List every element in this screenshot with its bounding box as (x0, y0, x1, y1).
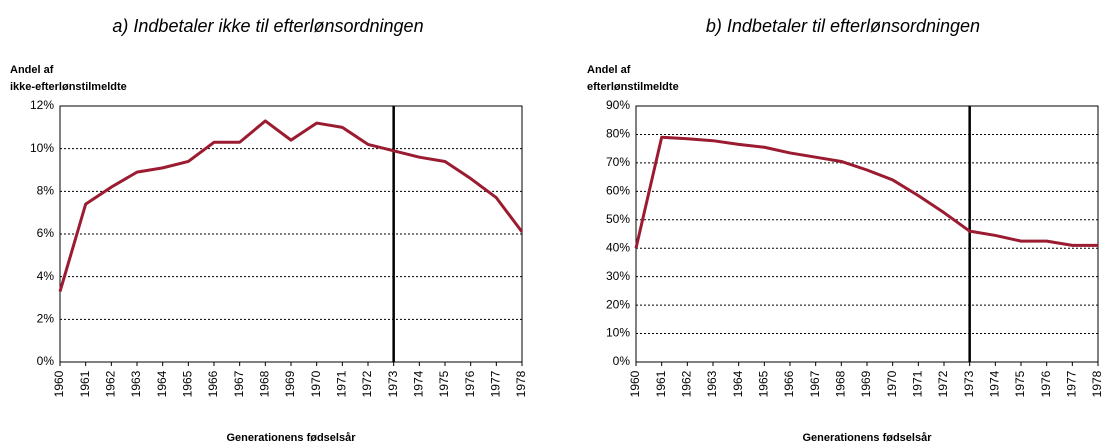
x-tick-label: 1968 (258, 370, 272, 397)
x-tick-label: 1978 (1090, 370, 1104, 397)
x-tick-label: 1977 (1065, 370, 1079, 397)
x-tick-label: 1965 (181, 370, 195, 397)
y-axis-label: ikke-efterlønstilmeldte (10, 81, 127, 93)
y-tick-label: 40% (606, 240, 630, 254)
x-tick-label: 1962 (104, 370, 118, 397)
y-tick-label: 60% (606, 184, 630, 198)
y-tick-label: 70% (606, 155, 630, 169)
chart-title: b) Indbetaler til efterlønsordningen (706, 16, 980, 36)
x-tick-label: 1970 (885, 370, 899, 397)
x-tick-label: 1960 (628, 370, 642, 397)
y-tick-label: 8% (37, 184, 55, 198)
y-tick-label: 90% (606, 98, 630, 112)
y-tick-label: 30% (606, 269, 630, 283)
y-tick-label: 6% (37, 226, 55, 240)
x-tick-label: 1973 (386, 370, 400, 397)
y-tick-label: 0% (613, 354, 631, 368)
x-tick-label: 1960 (52, 370, 66, 397)
x-tick-label: 1972 (360, 370, 374, 397)
y-tick-label: 20% (606, 297, 630, 311)
x-tick-label: 1963 (705, 370, 719, 397)
x-tick-label: 1972 (936, 370, 950, 397)
x-tick-label: 1968 (834, 370, 848, 397)
x-tick-label: 1964 (155, 370, 169, 397)
plot-frame (635, 105, 1099, 363)
y-tick-label: 4% (37, 269, 55, 283)
plot-frame (59, 105, 523, 363)
y-tick-label: 12% (30, 98, 54, 112)
data-line (58, 119, 524, 293)
y-tick-label: 80% (606, 127, 630, 141)
x-tick-label: 1961 (654, 370, 668, 397)
x-tick-label: 1978 (514, 370, 528, 397)
x-tick-label: 1971 (335, 370, 349, 397)
x-tick-label: 1965 (757, 370, 771, 397)
x-tick-label: 1975 (437, 370, 451, 397)
x-tick-label: 1977 (489, 370, 503, 397)
x-tick-label: 1974 (412, 370, 426, 397)
x-tick-label: 1966 (206, 370, 220, 397)
x-axis-label: Generationens fødselsår (227, 432, 357, 444)
x-tick-label: 1970 (309, 370, 323, 397)
y-axis-label: efterlønstilmeldte (587, 81, 679, 93)
y-tick-label: 2% (37, 312, 55, 326)
x-tick-label: 1969 (859, 370, 873, 397)
x-tick-label: 1976 (1039, 370, 1053, 397)
x-tick-label: 1963 (129, 370, 143, 397)
x-tick-label: 1966 (782, 370, 796, 397)
x-tick-label: 1971 (911, 370, 925, 397)
chart-title: a) Indbetaler ikke til efterlønsordninge… (112, 16, 423, 36)
y-tick-label: 10% (606, 326, 630, 340)
x-axis-label: Generationens fødselsår (803, 432, 933, 444)
data-line (634, 135, 1098, 249)
x-tick-label: 1973 (962, 370, 976, 397)
x-tick-label: 1974 (988, 370, 1002, 397)
x-tick-label: 1967 (808, 370, 822, 397)
y-axis-label: Andel af (587, 64, 631, 76)
y-tick-label: 0% (37, 354, 55, 368)
y-tick-label: 10% (30, 141, 54, 155)
y-axis-label: Andel af (10, 64, 54, 76)
x-tick-label: 1964 (731, 370, 745, 397)
x-tick-label: 1975 (1013, 370, 1027, 397)
x-tick-label: 1967 (232, 370, 246, 397)
x-tick-label: 1976 (463, 370, 477, 397)
x-tick-label: 1962 (680, 370, 694, 397)
x-tick-label: 1961 (78, 370, 92, 397)
x-tick-label: 1969 (283, 370, 297, 397)
y-tick-label: 50% (606, 212, 630, 226)
